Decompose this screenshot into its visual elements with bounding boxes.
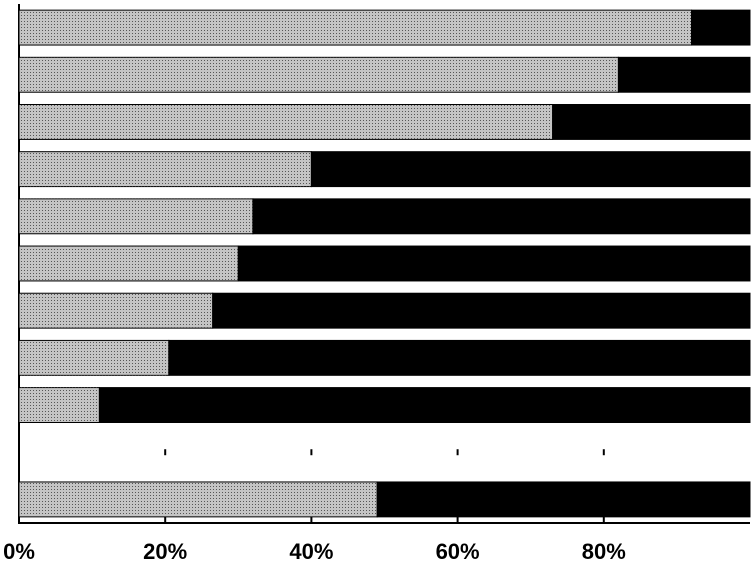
bar-texture (19, 57, 619, 93)
bar-segment (552, 103, 751, 140)
bar-segment (252, 198, 751, 235)
bar-segment (617, 56, 751, 93)
bar-segment (212, 292, 751, 329)
x-tick-label: 20% (143, 539, 187, 564)
bar-segment (691, 9, 751, 46)
bar-segment (376, 481, 751, 518)
bar-segment (168, 339, 751, 376)
bar-segment (310, 151, 751, 188)
bar-texture (19, 104, 553, 140)
bar-texture (19, 10, 692, 46)
x-tick-label: 60% (436, 539, 480, 564)
bar-texture (19, 340, 169, 376)
bar-texture (19, 151, 312, 187)
bar-segment (237, 245, 751, 282)
x-tick-label: 80% (582, 539, 626, 564)
bar-texture (19, 293, 213, 329)
bar-texture (19, 198, 253, 234)
bar-texture (19, 246, 239, 281)
bar-texture (19, 387, 100, 423)
x-tick-label: 0% (3, 539, 35, 564)
bar-segment (98, 387, 751, 424)
bar-texture (19, 481, 378, 517)
x-tick-label: 40% (289, 539, 333, 564)
